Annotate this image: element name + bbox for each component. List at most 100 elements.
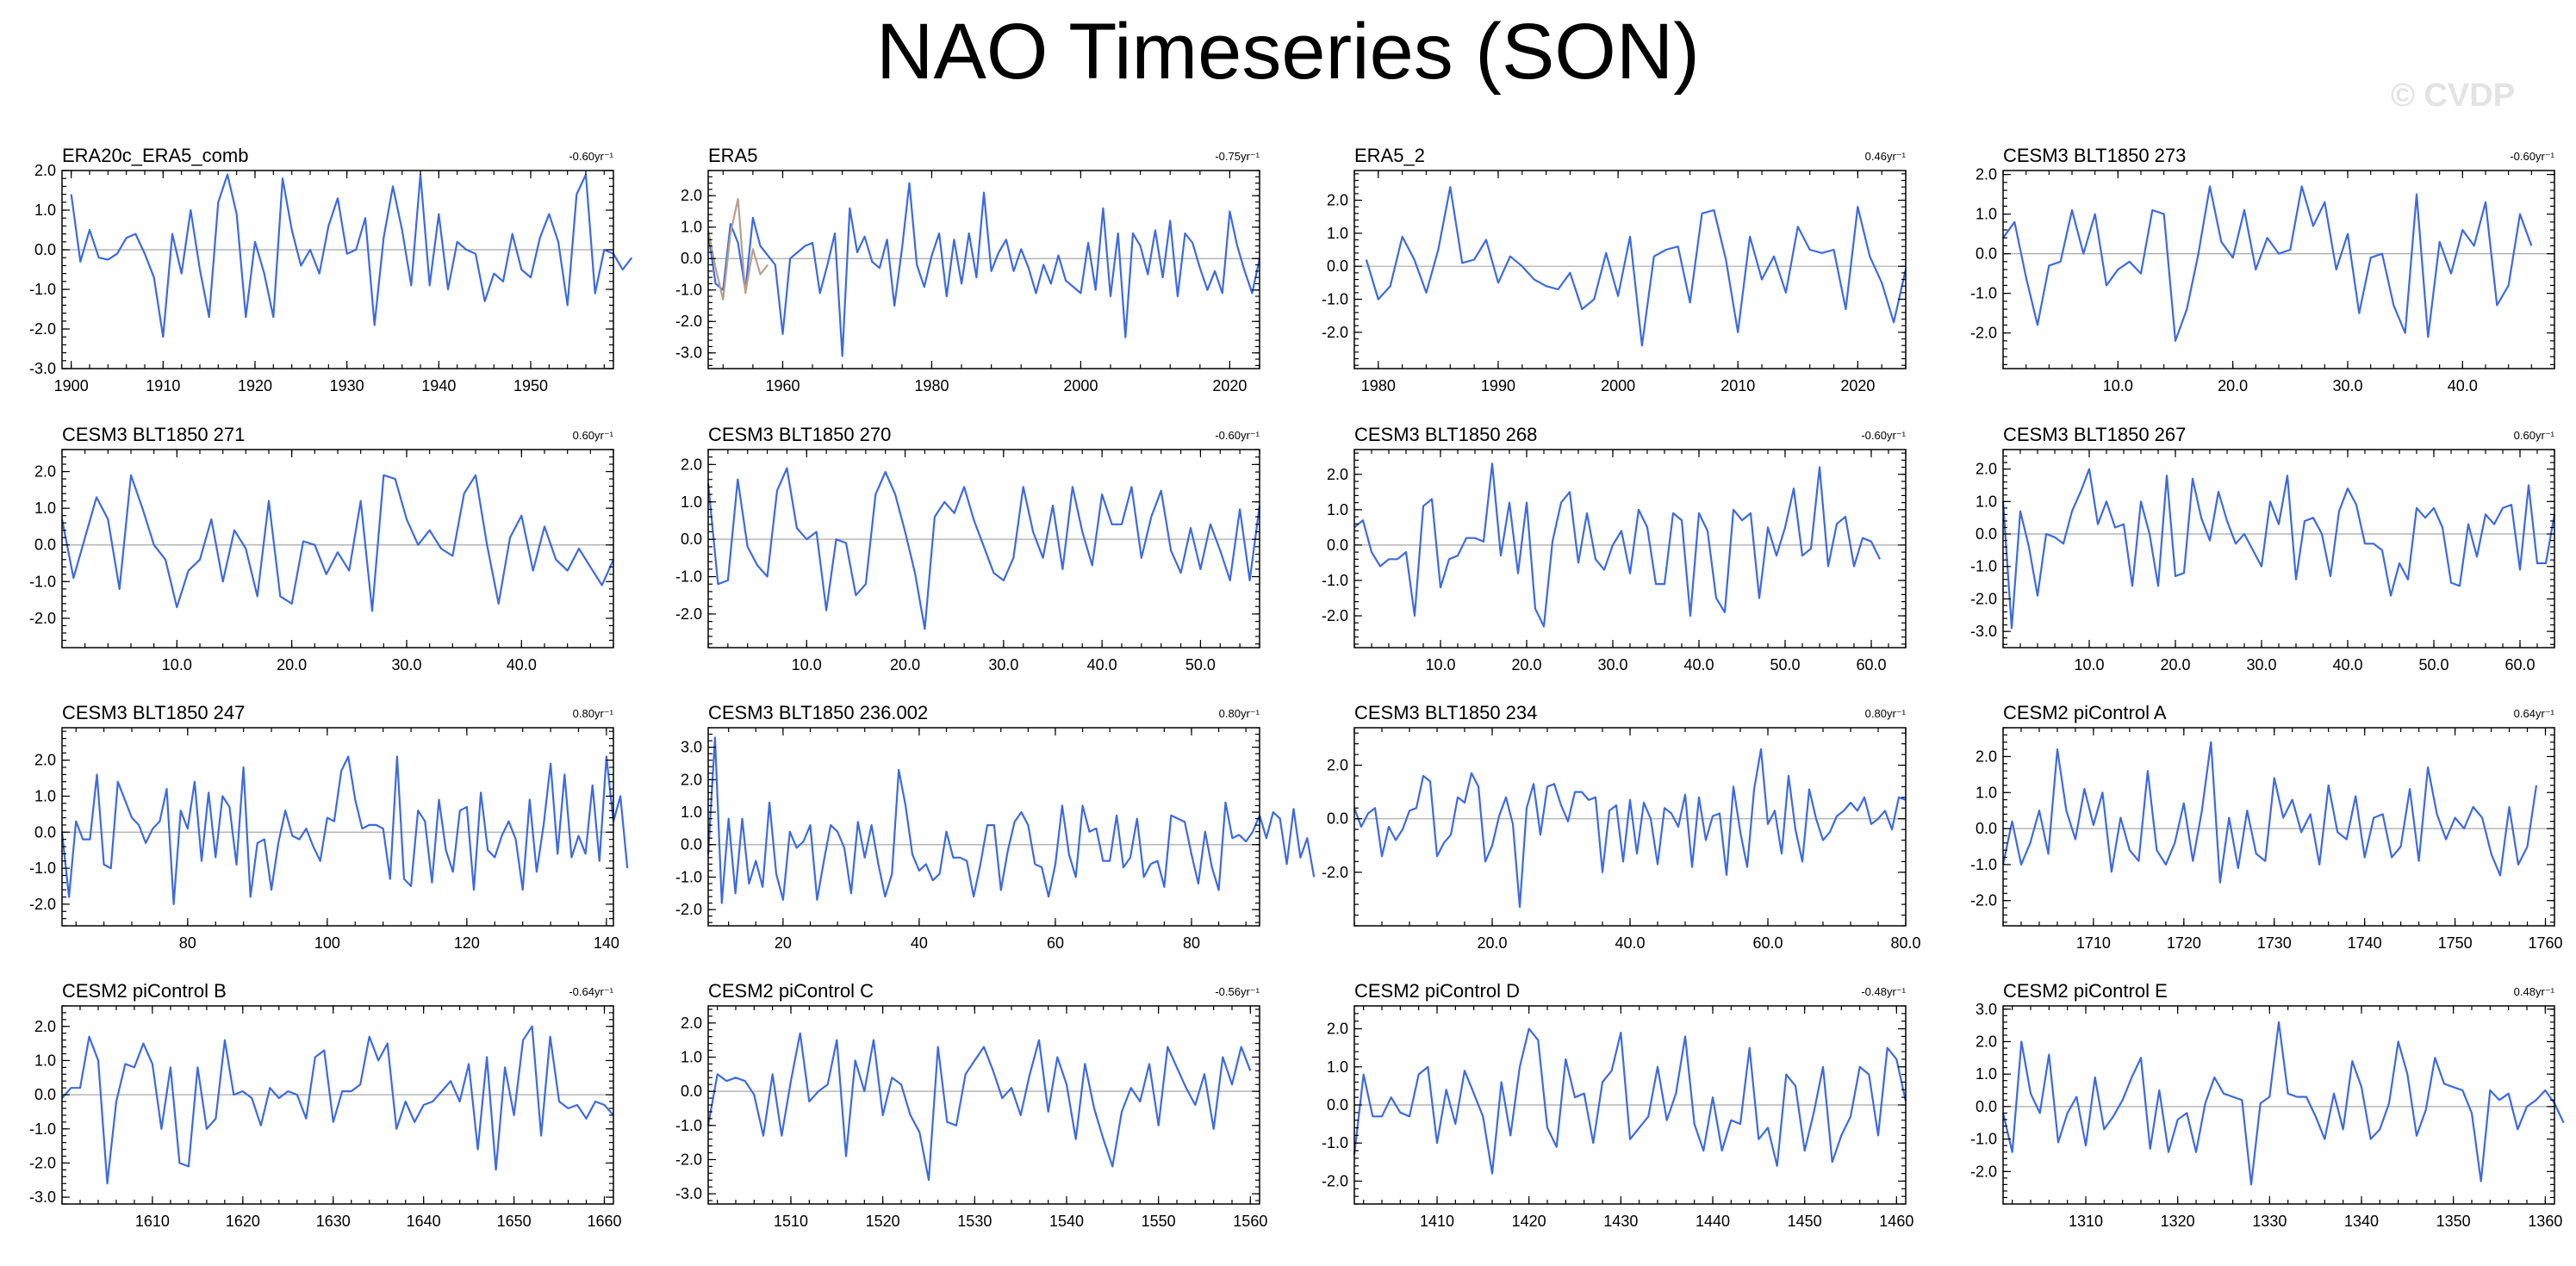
- y-tick-label: -1.0: [1970, 558, 1997, 575]
- nao-panel-11: CESM3 BLT1850 234 0.80yr⁻¹ -2.0 0.0 2.0 20.0 4…: [1322, 702, 1921, 952]
- nao-series-line: [2001, 741, 2538, 884]
- y-tick-label: 2.0: [681, 187, 702, 204]
- y-tick-label: -1.0: [675, 282, 702, 299]
- x-tick-label: 20.0: [2218, 377, 2248, 394]
- nao-panel-9: CESM3 BLT1850 247 0.80yr⁻¹ -2.0 -1.0 0.0 1.0 2…: [29, 702, 629, 952]
- x-tick-label: 1450: [1788, 1213, 1822, 1230]
- trend-label: -0.48yr⁻¹: [1861, 985, 1906, 998]
- y-tick-label: 2.0: [1327, 757, 1348, 774]
- x-tick-label: 1510: [774, 1213, 808, 1230]
- y-tick-label: -3.0: [675, 344, 702, 362]
- nao-panel-12: CESM2 piControl A 0.64yr⁻¹ -2.0 -1.0 0.0 1.0 2…: [1970, 702, 2563, 952]
- y-tick-label: 1.0: [681, 804, 702, 821]
- x-tick-label: 20.0: [2160, 656, 2190, 673]
- x-tick-label: 1420: [1512, 1213, 1546, 1230]
- nao-panel-5: CESM3 BLT1850 271 0.60yr⁻¹ -2.0 -1.0 0.0 1.0 2…: [29, 424, 615, 673]
- y-tick-label: 1.0: [34, 1052, 56, 1069]
- x-tick-label: 1650: [497, 1213, 532, 1230]
- x-tick-label: 1910: [146, 377, 180, 394]
- panel-title: CESM2 piControl C: [708, 980, 874, 1002]
- x-tick-label: 1350: [2436, 1213, 2471, 1230]
- x-tick-label: 2000: [1063, 377, 1098, 394]
- y-tick-label: -1.0: [675, 568, 702, 586]
- y-tick-label: 0.0: [34, 1086, 56, 1103]
- x-tick-label: 1940: [421, 377, 456, 394]
- y-tick-label: -2.0: [29, 610, 56, 627]
- x-tick-label: 1960: [765, 377, 800, 394]
- x-tick-label: 10.0: [2074, 656, 2104, 673]
- nao-series-line: [706, 736, 1316, 904]
- y-tick-label: -2.0: [1322, 324, 1348, 341]
- y-tick-label: 1.0: [1976, 784, 1997, 801]
- y-tick-label: -1.0: [29, 281, 56, 298]
- x-tick-label: 1900: [54, 377, 89, 394]
- x-tick-label: 50.0: [1185, 656, 1216, 673]
- nao-panel-4: CESM3 BLT1850 273 -0.60yr⁻¹ -2.0 -1.0 0.0 1.0…: [1970, 145, 2555, 394]
- panel-title: CESM3 BLT1850 234: [1354, 702, 1537, 723]
- x-tick-label: 20: [775, 934, 792, 952]
- trend-label: 0.60yr⁻¹: [573, 429, 614, 442]
- plot-frame: [2002, 1005, 2555, 1205]
- x-tick-label: 80: [1183, 934, 1200, 952]
- y-tick-label: 1.0: [1327, 1058, 1348, 1076]
- panel-title: CESM2 piControl D: [1354, 980, 1520, 1002]
- x-tick-label: 1660: [587, 1213, 621, 1230]
- x-tick-label: 40: [911, 934, 928, 952]
- nao-series-line: [61, 1025, 614, 1185]
- x-tick-label: 40.0: [1683, 656, 1714, 673]
- nao-panel-2: ERA5 -0.75yr⁻¹ -3.0 -2.0 -1.0 0.0 1.0 2.0 1960 19…: [675, 145, 1261, 394]
- nao-panel-16: CESM2 piControl E 0.48yr⁻¹ -2.0 -1.0 0.0 1.0 2…: [1970, 980, 2565, 1230]
- y-tick-label: -2.0: [1970, 892, 1997, 909]
- y-tick-label: -1.0: [675, 868, 702, 885]
- nao-panel-15: CESM2 piControl D -0.48yr⁻¹ -2.0 -1.0 0.0 1.0…: [1322, 980, 1913, 1230]
- panel-title: CESM3 BLT1850 268: [1354, 424, 1537, 445]
- y-tick-label: 2.0: [1976, 461, 1997, 478]
- panel-title: ERA5_2: [1354, 145, 1425, 166]
- x-tick-label: 120: [454, 934, 480, 952]
- x-tick-label: 1410: [1420, 1213, 1454, 1230]
- y-tick-label: -2.0: [1970, 325, 1997, 342]
- nao-series-line: [706, 1032, 1252, 1182]
- x-tick-label: 1320: [2161, 1213, 2195, 1230]
- x-tick-label: 1520: [866, 1213, 900, 1230]
- x-tick-label: 1630: [316, 1213, 351, 1230]
- trend-label: 0.48yr⁻¹: [2514, 985, 2555, 998]
- x-tick-label: 60.0: [1856, 656, 1886, 673]
- nao-series-line: [2002, 185, 2533, 342]
- y-tick-label: 1.0: [34, 500, 56, 517]
- y-tick-label: -2.0: [675, 1151, 702, 1168]
- x-tick-label: 1990: [1481, 377, 1515, 394]
- y-tick-label: -3.0: [29, 1188, 56, 1206]
- x-tick-label: 60: [1047, 934, 1064, 952]
- nao-series-line: [60, 755, 629, 905]
- x-tick-label: 1730: [2257, 934, 2292, 952]
- y-tick-label: 0.0: [1976, 245, 1997, 263]
- y-tick-label: 1.0: [34, 202, 56, 219]
- y-tick-label: -1.0: [675, 1117, 702, 1134]
- y-tick-label: 0.0: [681, 531, 702, 548]
- y-tick-label: 1.0: [1327, 501, 1348, 518]
- y-tick-label: -2.0: [29, 896, 56, 913]
- x-tick-label: 10.0: [162, 656, 192, 673]
- y-tick-label: -1.0: [1322, 572, 1348, 589]
- x-tick-label: 50.0: [1770, 656, 1800, 673]
- nao-panel-7: CESM3 BLT1850 268 -0.60yr⁻¹ -2.0 -1.0 0.0 1.0…: [1322, 424, 1907, 673]
- y-tick-label: 2.0: [34, 162, 56, 179]
- x-tick-label: 1720: [2167, 934, 2201, 952]
- x-tick-label: 80.0: [1890, 934, 1920, 952]
- plot-frame: [2002, 727, 2555, 927]
- x-tick-label: 1440: [1696, 1213, 1730, 1230]
- y-tick-label: 1.0: [1327, 225, 1348, 242]
- x-tick-label: 40.0: [507, 656, 537, 673]
- y-tick-label: 2.0: [681, 456, 702, 473]
- x-tick-label: 140: [594, 934, 619, 952]
- plot-frame: [61, 727, 614, 927]
- plot-frame: [2002, 170, 2555, 369]
- figure-title: NAO Timeseries (SON): [876, 8, 1700, 96]
- plot-frame: [707, 727, 1260, 927]
- panel-title: CESM3 BLT1850 273: [2003, 145, 2186, 166]
- x-tick-label: 1330: [2252, 1213, 2287, 1230]
- panel-title: CESM2 piControl B: [62, 980, 227, 1002]
- x-tick-label: 1740: [2348, 934, 2382, 952]
